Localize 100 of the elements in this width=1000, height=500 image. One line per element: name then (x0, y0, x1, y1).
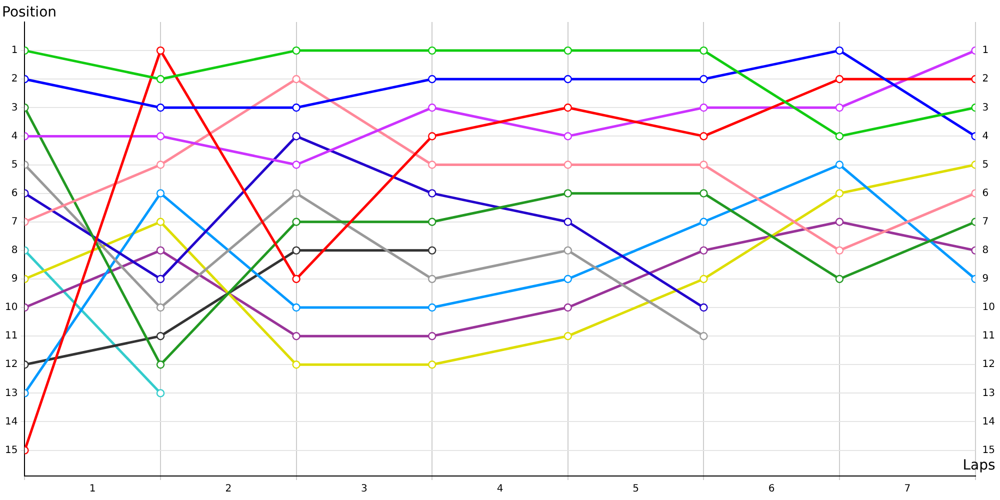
x-tick-label: 4 (496, 484, 504, 495)
point (156, 246, 165, 255)
point (564, 189, 572, 198)
point (700, 46, 708, 55)
point (428, 104, 436, 112)
point (292, 75, 300, 84)
point (156, 104, 165, 112)
point (835, 132, 844, 140)
point (292, 132, 300, 140)
point (700, 160, 708, 169)
y2-tick-label: 10 (982, 302, 996, 314)
x-tick-label: 3 (361, 484, 368, 495)
point (428, 218, 436, 226)
point (156, 46, 165, 55)
point (835, 160, 844, 169)
point (835, 46, 844, 55)
point (156, 332, 165, 340)
y-axis-title: Position (2, 4, 57, 21)
y-tick-label: 5 (11, 159, 18, 170)
y-tick-label: 6 (11, 188, 18, 199)
point (292, 218, 300, 226)
point (835, 218, 844, 226)
point (428, 160, 436, 169)
point (835, 246, 844, 255)
y2-tick-label: 12 (982, 359, 996, 370)
y-tick-label: 9 (11, 274, 18, 285)
y2-tick-label: 4 (982, 130, 989, 142)
point (292, 160, 300, 169)
point (292, 360, 300, 369)
point (292, 274, 300, 284)
point (564, 274, 572, 284)
point (428, 132, 436, 140)
point (700, 75, 708, 84)
point (428, 332, 436, 340)
x-tick-label: 7 (904, 484, 911, 495)
y2-tick-label: 13 (982, 388, 996, 399)
point (700, 104, 708, 112)
y-tick-label: 12 (4, 359, 18, 370)
point (292, 104, 300, 112)
point (428, 274, 436, 284)
y2-tick-label: 3 (982, 102, 989, 114)
point (700, 218, 708, 226)
point (428, 189, 436, 198)
y-tick-label: 2 (11, 74, 18, 85)
point (428, 303, 436, 312)
y-tick-label: 3 (11, 102, 18, 114)
y-tick-label: 7 (11, 216, 18, 228)
point (292, 332, 300, 340)
point (835, 189, 844, 198)
y-tick-label: 1 (11, 45, 18, 56)
y-tick-label: 4 (11, 130, 18, 142)
y2-tick-label: 11 (982, 330, 996, 342)
y-tick-label: 13 (4, 388, 18, 399)
x-tick-label: 6 (768, 484, 775, 495)
point (156, 75, 165, 84)
x-tick-label: 2 (225, 484, 232, 495)
x-tick-label: 1 (89, 484, 96, 495)
point (564, 332, 572, 340)
point (564, 46, 572, 55)
point (292, 303, 300, 312)
point (156, 189, 165, 198)
x-axis-title: Laps (962, 458, 996, 474)
point (700, 246, 708, 255)
point (700, 303, 708, 312)
y2-tick-label: 15 (982, 444, 996, 456)
point (564, 104, 572, 112)
point (564, 75, 572, 84)
y2-tick-label: 2 (982, 74, 989, 85)
y-tick-label: 14 (4, 416, 18, 428)
y2-tick-label: 1 (982, 45, 989, 56)
x-tick-label: 5 (632, 484, 639, 495)
point (564, 303, 572, 312)
point (428, 246, 436, 255)
y2-tick-label: 9 (982, 274, 989, 285)
point (428, 360, 436, 369)
point (700, 274, 708, 284)
point (564, 246, 572, 255)
point (700, 189, 708, 198)
point (835, 104, 844, 112)
y-tick-label: 15 (4, 444, 18, 456)
point (428, 75, 436, 84)
point (700, 332, 708, 340)
point (156, 303, 165, 312)
point (292, 246, 300, 255)
point (156, 160, 165, 169)
point (156, 360, 165, 369)
point (292, 46, 300, 55)
point (156, 132, 165, 140)
y2-tick-label: 5 (982, 159, 989, 170)
y2-tick-label: 7 (982, 216, 989, 228)
point (156, 274, 165, 284)
point (428, 46, 436, 55)
y-tick-label: 11 (4, 330, 18, 342)
point (564, 132, 572, 140)
point (700, 132, 708, 140)
point (564, 218, 572, 226)
point (835, 274, 844, 284)
point (564, 160, 572, 169)
point (156, 218, 165, 226)
y-tick-label: 10 (4, 302, 18, 314)
